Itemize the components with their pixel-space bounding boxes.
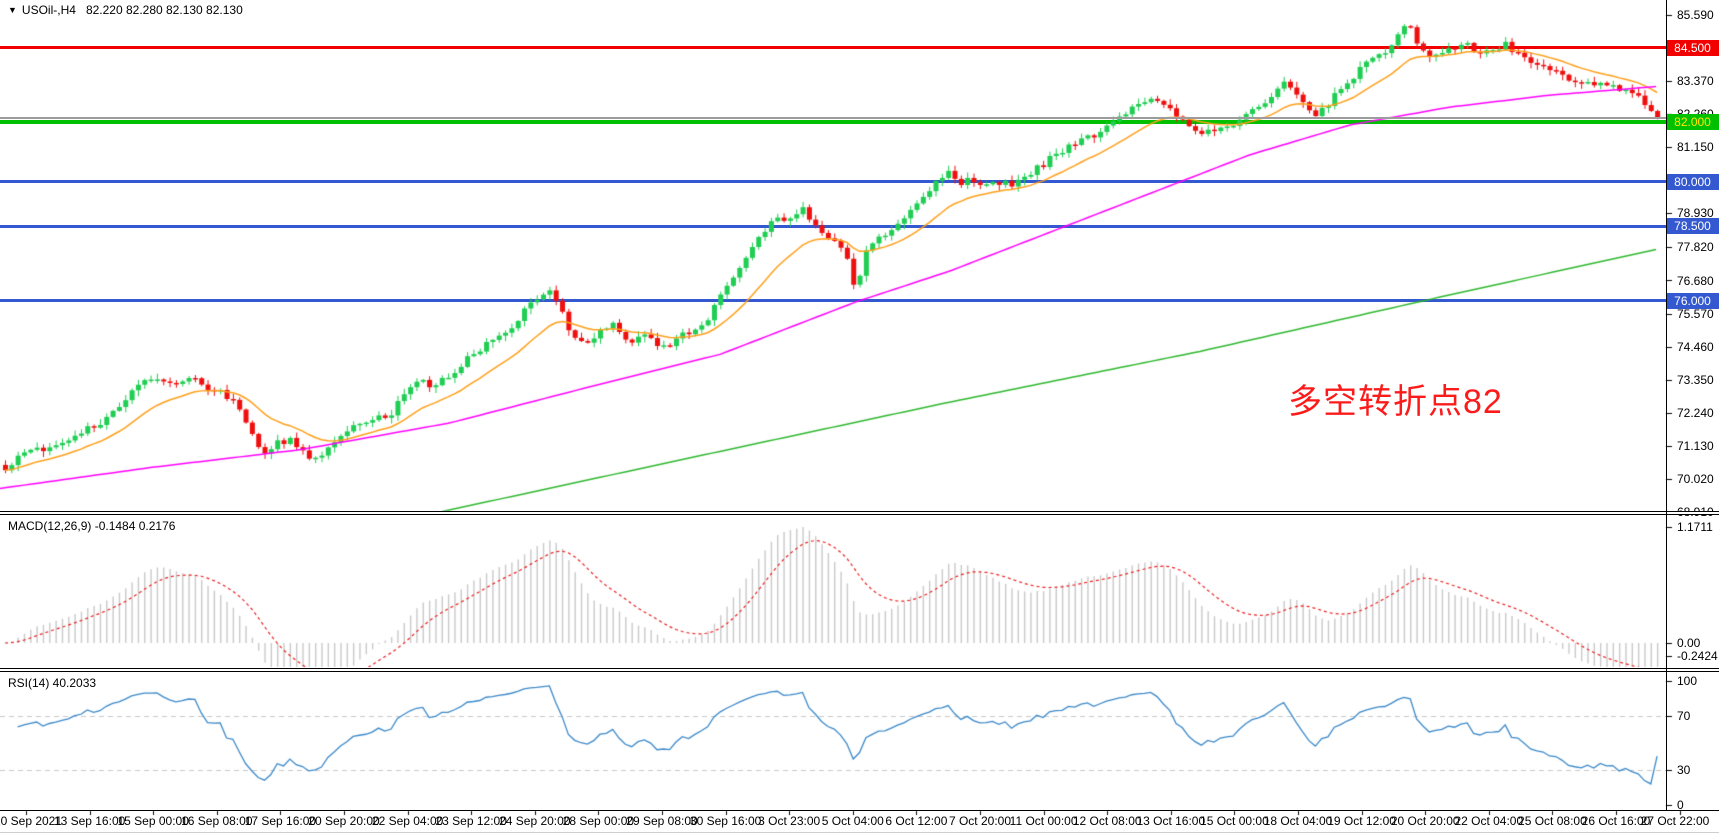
trade-annotation-text[interactable]: 多空转折点82 — [1288, 383, 1503, 421]
price-line-badge-78.500: 78.500 — [1666, 218, 1719, 235]
time-axis-label: 12 Oct 08:00 — [1072, 814, 1142, 828]
price-axis-label: 75.570 — [1677, 306, 1714, 321]
time-axis-label: 30 Sep 16:00 — [689, 814, 762, 828]
time-axis-label: 11 Oct 00:00 — [1009, 814, 1078, 828]
symbol-header: ▼ USOil-,H4 82.220 82.280 82.130 82.130 — [8, 3, 243, 17]
time-axis-label: 25 Oct 08:00 — [1518, 814, 1587, 828]
time-axis-label: 29 Sep 08:00 — [626, 814, 698, 828]
macd-indicator-label: MACD(12,26,9) -0.1484 0.2176 — [8, 519, 176, 533]
time-axis-label: 28 Sep 00:00 — [562, 814, 635, 828]
time-axis-label: 7 Oct 20:00 — [948, 814, 1012, 828]
price-line-82.13[interactable] — [0, 117, 1666, 120]
time-axis-line — [0, 810, 1719, 811]
price-line-badge-82.000: 82.000 — [1666, 114, 1719, 130]
symbol-period-label: USOil-,H4 — [21, 3, 76, 17]
price-axis-line — [1666, 0, 1667, 811]
time-axis-label: 20 Oct 20:00 — [1390, 814, 1460, 828]
time-axis-label: 23 Sep 12:00 — [435, 814, 507, 828]
time-axis-label: 13 Sep 16:00 — [53, 814, 126, 828]
time-axis-label: 22 Oct 04:00 — [1454, 814, 1524, 828]
time-axis-label: 19 Oct 12:00 — [1327, 814, 1396, 828]
time-axis-label: 18 Oct 04:00 — [1263, 814, 1333, 828]
time-axis-label: 24 Sep 20:00 — [499, 814, 571, 828]
price-axis-label: 76.680 — [1677, 273, 1714, 288]
time-axis-label: 13 Oct 16:00 — [1136, 814, 1206, 828]
price-axis-label: 81.150 — [1677, 140, 1714, 155]
time-axis-label: 15 Oct 00:00 — [1200, 814, 1269, 828]
time-axis-label: 17 Sep 16:00 — [244, 814, 317, 828]
main-macd-separator[interactable] — [0, 511, 1719, 515]
price-line-badge-84.500: 84.500 — [1666, 39, 1719, 56]
price-axis-label: 85.590 — [1677, 8, 1714, 22]
time-axis-label: 3 Oct 23:00 — [758, 814, 821, 828]
macd-rsi-separator[interactable] — [0, 668, 1719, 672]
time-axis-label: 16 Sep 08:00 — [181, 814, 253, 828]
rsi-axis-label: 70 — [1677, 709, 1691, 723]
time-axis-label: 10 Sep 2021 — [0, 814, 63, 828]
time-axis-label: 15 Sep 00:00 — [117, 814, 189, 828]
time-axis-label: 5 Oct 04:00 — [821, 814, 884, 828]
time-axis-label: 26 Oct 16:00 — [1581, 814, 1651, 828]
rsi-axis-label: 0 — [1677, 798, 1684, 812]
macd-axis-label: 1.1711 — [1677, 520, 1713, 534]
window-bottom-edge — [0, 832, 1719, 833]
time-axis-label: 6 Oct 12:00 — [885, 814, 948, 828]
price-axis-label: 83.370 — [1677, 74, 1714, 89]
time-axis-label: 20 Sep 20:00 — [308, 814, 380, 828]
price-axis-label: 72.240 — [1677, 405, 1714, 420]
rsi-axis-label: 30 — [1677, 763, 1691, 777]
price-line-badge-80.000: 80.000 — [1666, 173, 1719, 190]
price-axis-label: 73.350 — [1677, 372, 1714, 387]
rsi-axis-label: 100 — [1677, 674, 1698, 688]
price-axis-label: 70.020 — [1677, 471, 1714, 486]
time-axis-label: 27 Oct 22:00 — [1640, 814, 1710, 828]
price-axis-label: 71.130 — [1677, 438, 1714, 453]
time-axis-label: 22 Sep 04:00 — [371, 814, 444, 828]
rsi-indicator-label: RSI(14) 40.2033 — [8, 676, 97, 690]
symbol-dropdown-icon[interactable]: ▼ — [8, 5, 17, 15]
price-axis-label: 74.460 — [1677, 339, 1714, 354]
price-line-badge-76.000: 76.000 — [1666, 292, 1719, 309]
price-axis-label: 77.820 — [1677, 239, 1714, 254]
ohlc-values: 82.220 82.280 82.130 82.130 — [85, 3, 243, 17]
macd-axis-label: 0.00 — [1677, 636, 1701, 650]
price-axis-label: 78.930 — [1677, 206, 1714, 221]
macd-axis-label: -0.2424 — [1677, 649, 1718, 663]
